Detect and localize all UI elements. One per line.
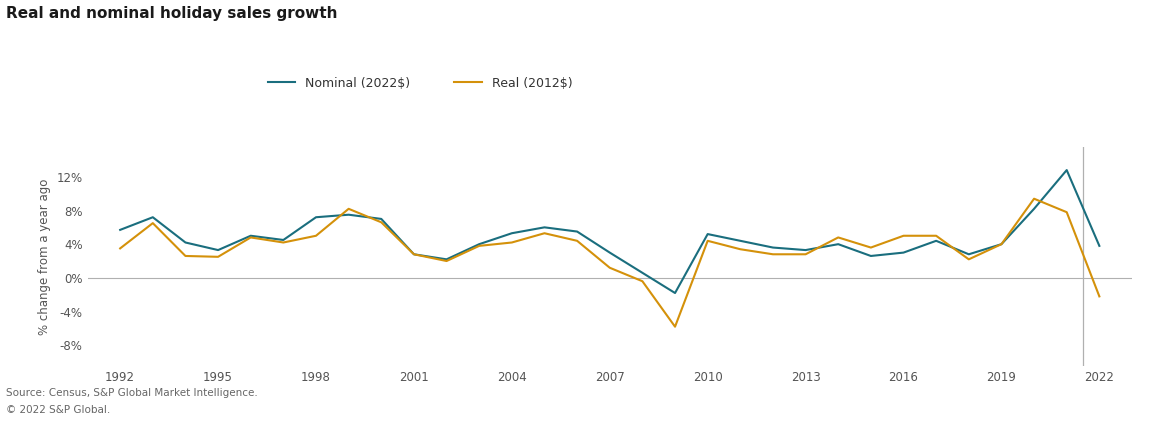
Real (2012$)	[798, 252, 812, 257]
Real (2012$)	[375, 220, 389, 225]
Nominal (2022$)	[602, 250, 616, 255]
Nominal (2022$)	[668, 290, 682, 296]
Real (2012$)	[211, 254, 225, 259]
Real (2012$)	[146, 221, 160, 226]
Nominal (2022$)	[113, 227, 127, 232]
Real (2012$)	[505, 240, 519, 245]
Real (2012$)	[1060, 210, 1074, 215]
Nominal (2022$)	[798, 248, 812, 253]
Real (2012$)	[407, 252, 421, 257]
Nominal (2022$)	[407, 252, 421, 257]
Text: © 2022 S&P Global.: © 2022 S&P Global.	[6, 405, 110, 415]
Nominal (2022$)	[146, 215, 160, 220]
Real (2012$)	[929, 233, 943, 238]
Nominal (2022$)	[1027, 206, 1041, 211]
Nominal (2022$)	[211, 248, 225, 253]
Real (2012$)	[538, 231, 552, 236]
Nominal (2022$)	[1060, 168, 1074, 173]
Real (2012$)	[113, 246, 127, 251]
Real (2012$)	[766, 252, 780, 257]
Real (2012$)	[962, 257, 976, 262]
Nominal (2022$)	[733, 238, 747, 243]
Nominal (2022$)	[473, 242, 487, 247]
Real (2012$)	[668, 324, 682, 329]
Nominal (2022$)	[505, 231, 519, 236]
Nominal (2022$)	[440, 257, 454, 262]
Nominal (2022$)	[342, 212, 356, 217]
Real (2012$)	[1027, 196, 1041, 201]
Legend: Nominal (2022$), Real (2012$): Nominal (2022$), Real (2012$)	[263, 72, 578, 94]
Real (2012$)	[244, 235, 258, 240]
Nominal (2022$)	[1092, 243, 1106, 248]
Real (2012$)	[440, 258, 454, 264]
Nominal (2022$)	[538, 225, 552, 230]
Y-axis label: % change from a year ago: % change from a year ago	[39, 179, 51, 335]
Real (2012$)	[342, 206, 356, 211]
Nominal (2022$)	[309, 215, 323, 220]
Real (2012$)	[277, 240, 291, 245]
Real (2012$)	[309, 233, 323, 238]
Nominal (2022$)	[994, 242, 1008, 247]
Nominal (2022$)	[571, 229, 585, 234]
Real (2012$)	[1092, 294, 1106, 299]
Real (2012$)	[733, 247, 747, 252]
Text: Source: Census, S&P Global Market Intelligence.: Source: Census, S&P Global Market Intell…	[6, 388, 258, 398]
Nominal (2022$)	[831, 242, 845, 247]
Nominal (2022$)	[277, 237, 291, 242]
Real (2012$)	[473, 243, 487, 248]
Real (2012$)	[831, 235, 845, 240]
Nominal (2022$)	[962, 252, 976, 257]
Line: Real (2012$): Real (2012$)	[120, 199, 1099, 327]
Real (2012$)	[602, 265, 616, 270]
Nominal (2022$)	[700, 232, 714, 237]
Real (2012$)	[896, 233, 910, 238]
Nominal (2022$)	[896, 250, 910, 255]
Real (2012$)	[635, 279, 649, 284]
Nominal (2022$)	[864, 253, 878, 258]
Text: Real and nominal holiday sales growth: Real and nominal holiday sales growth	[6, 6, 337, 21]
Real (2012$)	[864, 245, 878, 250]
Real (2012$)	[179, 253, 193, 258]
Real (2012$)	[571, 238, 585, 243]
Nominal (2022$)	[179, 240, 193, 245]
Nominal (2022$)	[929, 238, 943, 243]
Real (2012$)	[700, 238, 714, 243]
Nominal (2022$)	[766, 245, 780, 250]
Nominal (2022$)	[635, 270, 649, 275]
Real (2012$)	[994, 242, 1008, 247]
Nominal (2022$)	[244, 233, 258, 238]
Nominal (2022$)	[375, 216, 389, 221]
Line: Nominal (2022$): Nominal (2022$)	[120, 170, 1099, 293]
